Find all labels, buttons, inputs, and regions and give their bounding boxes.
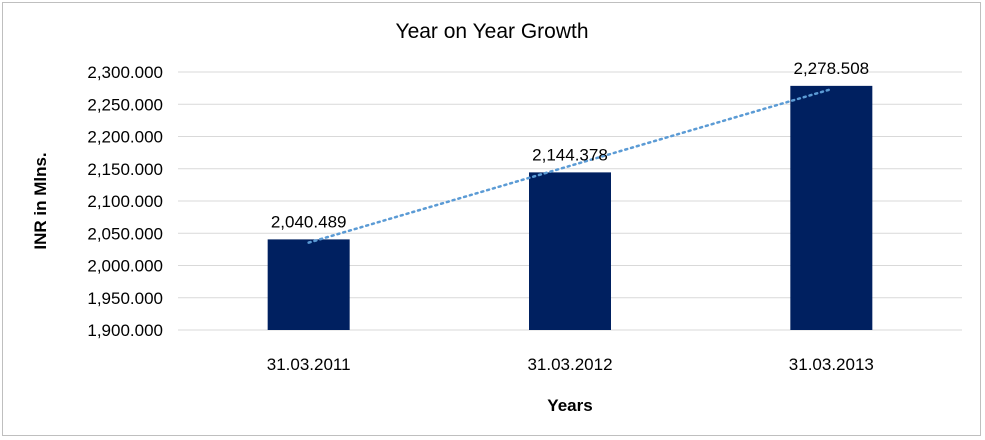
trendline <box>307 87 833 244</box>
bar <box>790 85 873 331</box>
y-tick-label: 2,050.000 <box>87 224 163 243</box>
x-tick-label: 31.03.2012 <box>527 355 612 374</box>
x-tick-label: 31.03.2011 <box>267 355 351 374</box>
y-axis-title: INR in Mlns. <box>31 152 50 249</box>
y-tick-label: 2,100.000 <box>87 192 163 211</box>
data-labels: 2,040.489 2,144.378 2,278.508 <box>271 59 869 232</box>
bars <box>267 85 873 331</box>
data-label: 2,144.378 <box>532 145 608 164</box>
y-tick-label: 1,950.000 <box>87 289 163 308</box>
x-axis-title: Years <box>547 396 592 415</box>
bar <box>267 239 350 330</box>
trendline-layer <box>307 87 833 244</box>
y-tick-label: 2,200.000 <box>87 128 163 147</box>
x-tick-label: 31.03.2013 <box>789 355 874 374</box>
y-tick-label: 1,900.000 <box>87 321 163 340</box>
y-tick-label: 2,300.000 <box>87 63 163 82</box>
y-tick-label: 2,150.000 <box>87 160 163 179</box>
data-label: 2,278.508 <box>794 59 870 78</box>
y-axis-ticks: 1,900.000 1,950.000 2,000.000 2,050.000 2,10… <box>87 63 163 340</box>
y-tick-label: 2,250.000 <box>87 95 163 114</box>
bar <box>529 172 611 330</box>
chart-title: Year on Year Growth <box>395 20 588 43</box>
data-label: 2,040.489 <box>271 212 347 231</box>
x-axis-ticks: 31.03.2011 31.03.2012 31.03.2013 <box>267 355 874 374</box>
y-tick-label: 2,000.000 <box>87 257 163 276</box>
